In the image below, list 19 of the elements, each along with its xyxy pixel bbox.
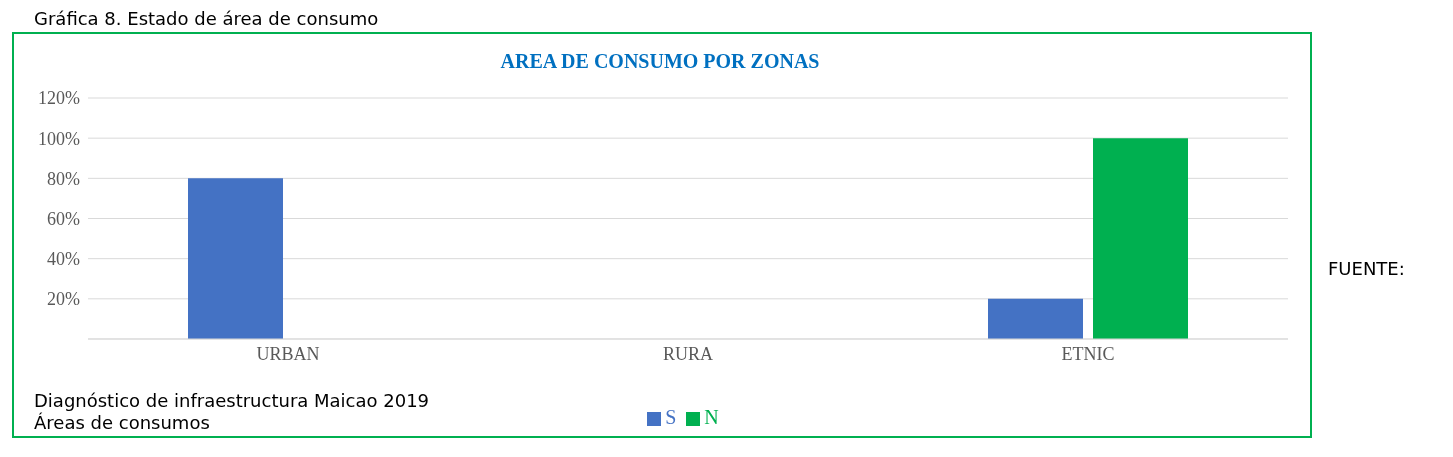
- legend-label: S: [665, 406, 677, 428]
- x-tick-label: URBAN: [256, 343, 320, 364]
- text: Diagnóstico de infraestructura Maicao 2019: [34, 390, 430, 411]
- chart-title: AREA DE CONSUMO POR ZONAS: [499, 50, 821, 73]
- y-tick-label: 120%: [38, 88, 80, 109]
- y-tick-label: 100%: [38, 128, 80, 149]
- y-tick-label: 40%: [47, 249, 80, 270]
- y-tick-label: 80%: [47, 168, 80, 189]
- text: Gráfica 8. Estado de área de consumo: [34, 8, 379, 30]
- source-note: FUENTE:: [1328, 258, 1405, 279]
- bar: [988, 298, 1083, 339]
- x-tick-label: ETNIC: [1061, 343, 1115, 364]
- y-tick-label: 60%: [47, 208, 80, 229]
- x-tick-label: RURA: [662, 343, 714, 364]
- bar: [188, 178, 283, 339]
- bar: [1093, 138, 1188, 339]
- y-tick-label: 20%: [47, 289, 80, 310]
- legend-label: N: [704, 406, 719, 428]
- text: Áreas de consumos: [34, 412, 210, 433]
